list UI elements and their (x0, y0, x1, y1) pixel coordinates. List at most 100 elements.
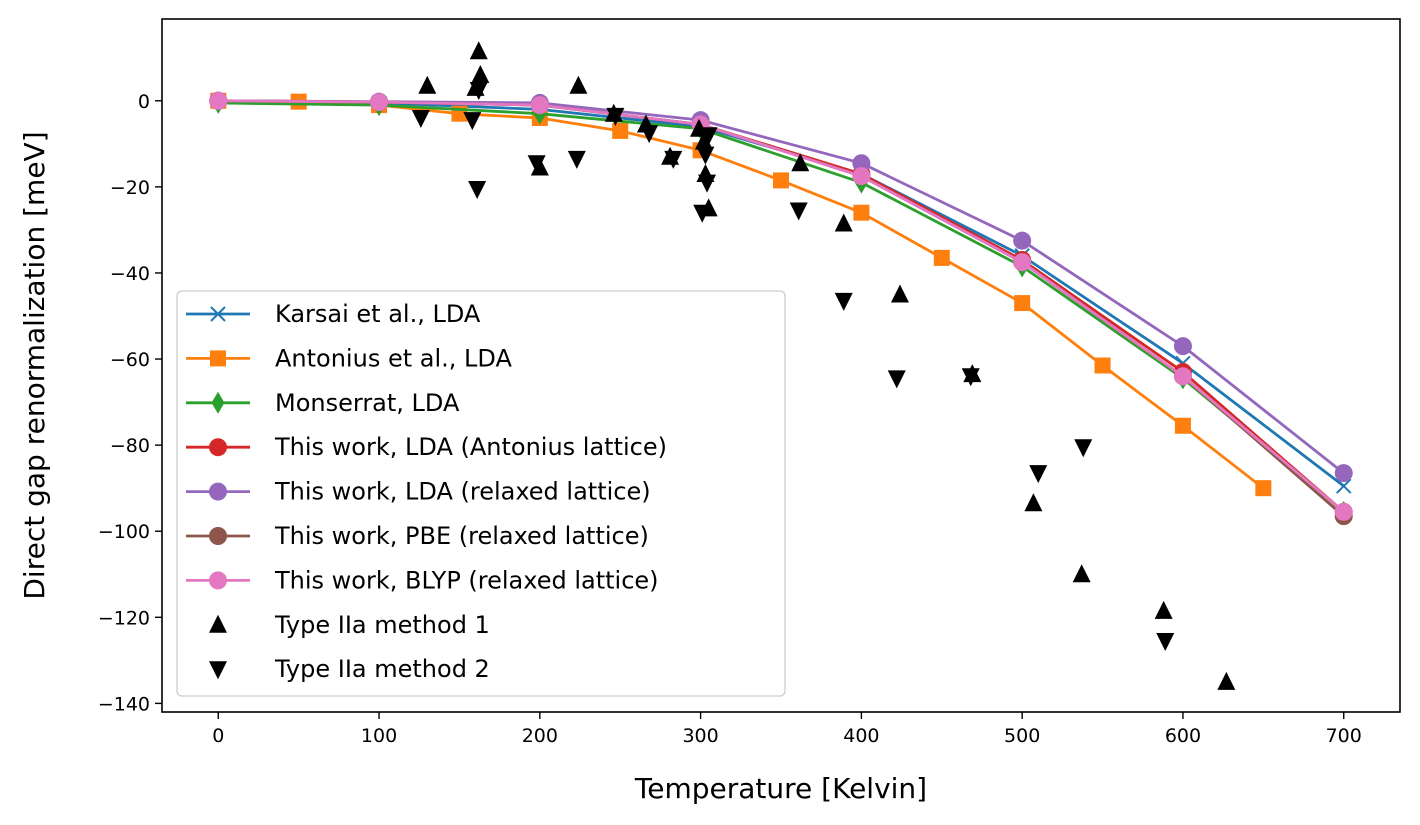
legend-label: Type IIa method 2 (274, 655, 490, 683)
y-tick-label: −80 (110, 435, 150, 457)
legend-item-type-iia-method-1: Type IIa method 1 (209, 611, 490, 639)
legend-marker (211, 391, 225, 414)
data-point (469, 41, 488, 60)
series-line (218, 101, 1345, 513)
data-point (1154, 600, 1173, 619)
data-point (1014, 295, 1031, 312)
series-type-iia-method-2 (411, 82, 1175, 651)
data-point (1072, 564, 1091, 583)
legend-marker (209, 571, 227, 590)
y-tick-label: −140 (98, 693, 150, 715)
data-point (1334, 464, 1353, 483)
y-tick-label: −100 (98, 521, 150, 543)
data-point (1156, 632, 1175, 651)
legend-label: Type IIa method 1 (274, 611, 490, 639)
x-tick-label: 400 (843, 725, 879, 747)
data-point (1217, 671, 1236, 690)
legend-marker (210, 306, 226, 322)
legend-marker (209, 438, 227, 457)
data-point (693, 204, 712, 223)
data-point (791, 153, 810, 172)
legend-item-karsai-et-al-lda: Karsai et al., LDA (186, 300, 481, 328)
legend-item-this-work-pbe-relaxed-lattice: This work, PBE (relaxed lattice) (186, 522, 649, 550)
ticks-layer: 0 100 200 300 400 500 600 700 −140 −120 −100 −80 −60… (98, 91, 1362, 747)
data-point (699, 127, 718, 146)
data-point (852, 154, 871, 173)
x-tick-label: 0 (212, 725, 224, 747)
data-point (411, 110, 430, 128)
series-layer (209, 41, 1353, 690)
data-point (1173, 337, 1192, 356)
data-point (1013, 231, 1032, 250)
data-point (1094, 357, 1111, 374)
data-point (612, 122, 629, 139)
legend-item-antonius-et-al-lda: Antonius et al., LDA (186, 344, 512, 372)
legend-item-this-work-lda-antonius-lattice: This work, LDA (Antonius lattice) (186, 433, 667, 461)
legend-label: This work, LDA (relaxed lattice) (274, 478, 651, 506)
legend-item-this-work-lda-relaxed-lattice: This work, LDA (relaxed lattice) (186, 478, 651, 506)
legend-label: Antonius et al., LDA (275, 344, 512, 372)
data-point (1024, 493, 1043, 512)
data-point (1334, 502, 1353, 521)
legend-label: Monserrat, LDA (275, 389, 460, 417)
data-point (664, 150, 683, 169)
data-point (471, 64, 490, 83)
legend: Karsai et al., LDA Antonius et al., LDA Mo… (176, 290, 786, 697)
x-tick-label: 700 (1326, 725, 1362, 747)
legend-label: Karsai et al., LDA (275, 300, 481, 328)
legend-marker (209, 482, 227, 501)
data-point (696, 146, 715, 165)
data-point (853, 204, 870, 221)
y-axis-label: Direct gap renormalization [meV] (18, 131, 51, 599)
legend-marker (209, 527, 227, 545)
legend-marker (210, 350, 226, 367)
data-point (1173, 367, 1192, 386)
data-point (887, 370, 906, 389)
data-point (1255, 480, 1272, 497)
data-point (789, 202, 808, 221)
legend-label: This work, LDA (Antonius lattice) (274, 433, 667, 461)
y-tick-label: −20 (110, 177, 150, 199)
data-point (834, 292, 853, 311)
legend-marker (209, 661, 227, 680)
data-point (640, 125, 659, 144)
x-tick-label: 300 (682, 725, 718, 747)
data-point (1174, 417, 1191, 434)
data-point (773, 172, 789, 189)
data-point (209, 91, 228, 110)
legend-label: This work, BLYP (relaxed lattice) (274, 566, 659, 594)
data-point (463, 112, 482, 131)
y-tick-label: −120 (98, 607, 150, 629)
x-tick-label: 500 (1004, 725, 1040, 747)
legend-box (176, 290, 786, 697)
data-point (933, 249, 950, 266)
data-point (890, 284, 909, 303)
data-point (468, 181, 487, 200)
legend-label: This work, PBE (relaxed lattice) (274, 522, 649, 550)
data-point (698, 174, 717, 193)
data-point (694, 131, 713, 150)
x-tick-label: 200 (522, 725, 558, 747)
data-point (370, 93, 389, 112)
x-axis-label: Temperature [Kelvin] (634, 772, 927, 805)
series-line (218, 99, 1345, 513)
y-tick-label: −60 (110, 349, 150, 371)
data-point (1074, 439, 1093, 458)
data-point (569, 75, 588, 94)
y-tick-label: −40 (110, 263, 150, 285)
data-point (530, 96, 549, 115)
x-tick-label: 100 (361, 725, 397, 747)
data-point (469, 82, 488, 101)
data-point (567, 150, 586, 169)
data-point (852, 167, 871, 186)
legend-item-monserrat-lda: Monserrat, LDA (186, 389, 460, 417)
data-point (527, 155, 546, 174)
plot-area-frame (161, 18, 1401, 713)
data-point (1336, 478, 1352, 494)
legend-item-this-work-blyp-relaxed-lattice: This work, BLYP (relaxed lattice) (186, 566, 659, 594)
y-tick-label: 0 (138, 91, 150, 113)
data-point (834, 213, 853, 232)
legend-item-type-iia-method-2: Type IIa method 2 (209, 655, 490, 683)
legend-marker (209, 614, 227, 633)
